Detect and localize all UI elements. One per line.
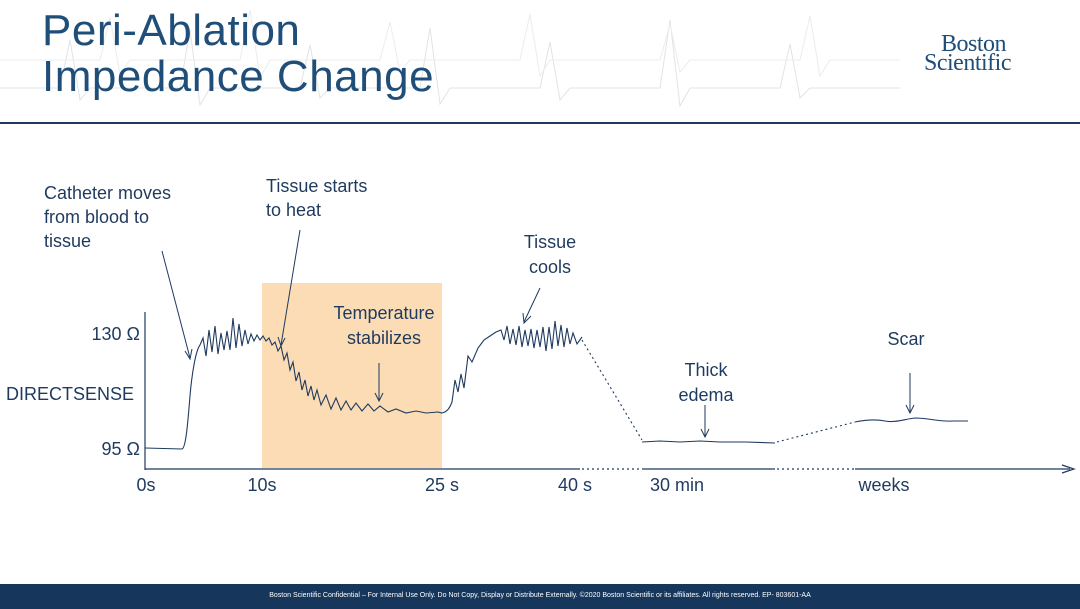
x-tick-weeks: weeks (857, 475, 909, 495)
heating-region-highlight (262, 283, 442, 468)
impedance-diagram: DIRECTSENSE 130 Ω 95 Ω 0s 10s 25 s 40 s … (6, 176, 1076, 495)
arrowhead-scar (905, 404, 915, 415)
impedance-trace-acute (144, 317, 583, 450)
annotation-cools-line1: Tissue (524, 232, 576, 252)
arrow-heat (280, 229, 301, 346)
trace-break-1 (581, 339, 643, 441)
annotation-heat-line2: to heat (266, 200, 321, 220)
annotation-catheter-line2: from blood to (44, 207, 149, 227)
y-tick-130: 130 Ω (92, 324, 141, 344)
arrowhead-stabilize (374, 392, 384, 403)
title-line-1: Peri-Ablation (42, 6, 301, 55)
x-tick-30min: 30 min (650, 475, 704, 495)
arrowhead-catheter (184, 348, 193, 361)
title-line-2: Impedance Change (42, 52, 435, 101)
annotation-edema-line1: Thick (684, 360, 728, 380)
arrowhead-heat (277, 336, 286, 348)
annotation-catheter-line3: tissue (44, 231, 91, 251)
annotation-cools-line2: cools (529, 257, 571, 277)
x-tick-40s: 40 s (558, 475, 592, 495)
annotation-edema-line2: edema (678, 385, 734, 405)
arrowhead-edema (700, 428, 710, 439)
annotation-catheter-line1: Catheter moves (44, 183, 171, 203)
annotation-heat-line1: Tissue starts (266, 176, 367, 196)
logo-line-1: Boston (941, 31, 1007, 57)
annotation-stabilize-line1: Temperature (333, 303, 434, 323)
annotation-stabilize-line2: stabilizes (347, 328, 421, 348)
annotation-scar: Scar (887, 329, 924, 349)
impedance-trace-scar (854, 417, 968, 423)
arrow-cools (523, 287, 541, 323)
ecg-background-pattern (0, 9, 900, 108)
x-tick-10s: 10s (247, 475, 276, 495)
arrow-catheter (161, 250, 191, 359)
logo-line-2: Scientific (924, 50, 1011, 76)
arrowhead-cools (522, 312, 532, 325)
slide-footer: Boston Scientific Confidential – For Int… (0, 584, 1080, 609)
x-tick-0s: 0s (136, 475, 155, 495)
header-divider (0, 122, 1080, 124)
x-axis-arrowhead (1061, 464, 1076, 474)
slide-title: Peri-Ablation Impedance Change (42, 8, 434, 100)
slide-header: Peri-Ablation Impedance Change Boston Sc… (0, 0, 1080, 124)
trace-break-2 (776, 421, 856, 443)
impedance-trace-edema (641, 440, 776, 444)
x-tick-25s: 25 s (425, 475, 459, 495)
footer-disclaimer: Boston Scientific Confidential – For Int… (269, 592, 811, 599)
y-axis-label: DIRECTSENSE (6, 384, 134, 404)
y-tick-95: 95 Ω (102, 439, 140, 459)
